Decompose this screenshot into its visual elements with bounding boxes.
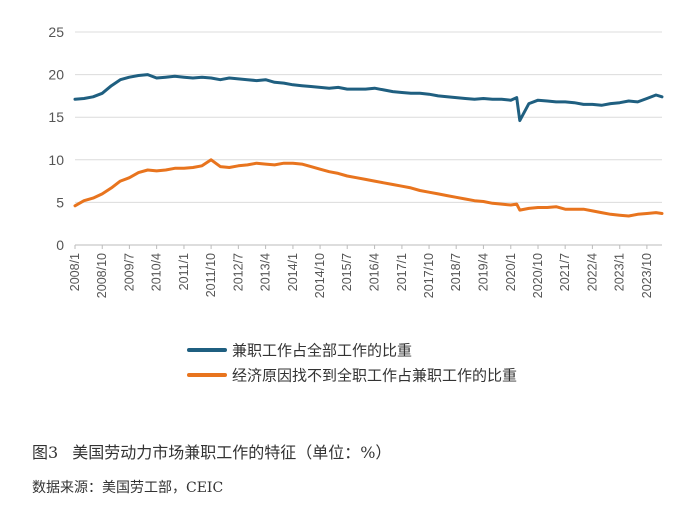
x-tick-label-2016/4: 2016/4	[368, 253, 382, 291]
line-chart: 0 5 10 15 20 25 2008/1 2008/10 2009/7 2010/4 2011…	[48, 24, 664, 385]
y-axis-ticks: 0 5 10 15 20 25	[48, 24, 64, 253]
x-tick-label-2020/1: 2020/1	[504, 253, 518, 291]
y-tick-label-25: 25	[48, 24, 64, 40]
x-tick-label-2023/10: 2023/10	[640, 253, 654, 298]
data-source: 数据来源：美国劳工部，CEIC	[32, 480, 224, 496]
x-tick-label-2011/10: 2011/10	[204, 253, 218, 297]
x-axis-ticks: 2008/1 2008/10 2009/7 2010/4 2011/1 2011/10 20…	[68, 245, 654, 298]
x-tick-label-2014/1: 2014/1	[286, 253, 300, 291]
figure-title: 美国劳动力市场兼职工作的特征（单位：%）	[72, 443, 392, 462]
x-tick-label-2023/1: 2023/1	[613, 253, 627, 291]
x-tick-label-2013/4: 2013/4	[259, 253, 273, 291]
figure-caption: 图3 美国劳动力市场兼职工作的特征（单位：%）	[32, 439, 391, 463]
x-tick-label-2010/4: 2010/4	[150, 253, 164, 291]
figure-number: 图3	[32, 443, 59, 462]
x-tick-label-2009/7: 2009/7	[122, 253, 136, 291]
x-tick-label-2011/1: 2011/1	[177, 253, 191, 290]
x-tick-label-2020/10: 2020/10	[531, 253, 545, 298]
series-lines	[73, 73, 664, 218]
y-tick-label-0: 0	[56, 237, 64, 253]
y-tick-label-15: 15	[48, 109, 64, 125]
legend-label-1: 兼职工作占全部工作的比重	[232, 342, 412, 360]
x-tick-label-2022/4: 2022/4	[585, 253, 599, 291]
y-tick-label-20: 20	[48, 67, 64, 83]
series-line-2	[73, 158, 664, 218]
x-tick-label-2008/1: 2008/1	[68, 253, 82, 291]
x-tick-label-2019/4: 2019/4	[476, 253, 490, 291]
x-tick-label-2017/1: 2017/1	[395, 253, 409, 291]
x-tick-label-2012/7: 2012/7	[231, 253, 245, 291]
y-tick-label-5: 5	[56, 194, 64, 210]
x-tick-label-2018/7: 2018/7	[449, 253, 463, 291]
x-tick-label-2008/10: 2008/10	[95, 253, 109, 298]
legend-label-2: 经济原因找不到全职工作占兼职工作的比重	[232, 367, 517, 385]
x-tick-label-2021/7: 2021/7	[558, 253, 572, 291]
gridlines	[75, 31, 662, 203]
y-tick-label-10: 10	[48, 152, 64, 168]
x-tick-label-2014/10: 2014/10	[313, 253, 327, 298]
x-tick-label-2015/7: 2015/7	[340, 253, 354, 291]
series-line-1	[73, 73, 664, 123]
x-tick-label-2017/10: 2017/10	[422, 253, 436, 298]
